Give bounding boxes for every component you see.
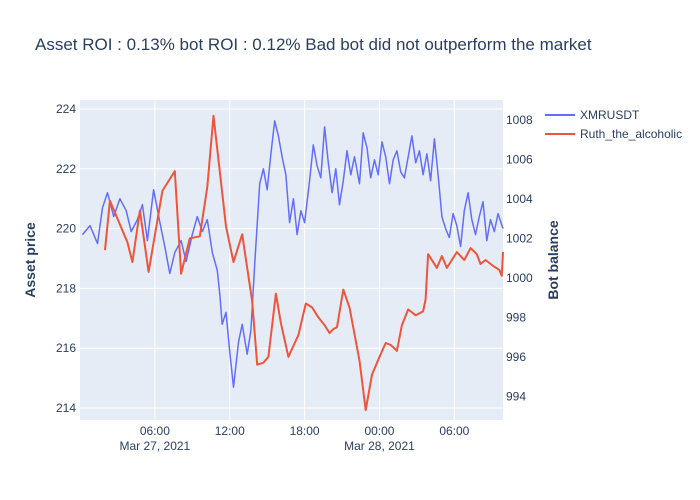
y-tick-label: 222 <box>56 162 76 176</box>
y2-axis-title: Bot balance <box>545 220 561 300</box>
y2-tick-label: 1000 <box>506 271 533 285</box>
y-axis-title: Asset price <box>22 222 38 298</box>
series-line-asset <box>81 120 504 388</box>
legend[interactable]: XMRUSDT Ruth_the_alcoholic <box>545 108 682 141</box>
y2-tick-label: 1008 <box>506 113 533 127</box>
legend-label: Ruth_the_alcoholic <box>580 127 682 141</box>
y2-tick-label: 998 <box>506 310 526 324</box>
y2-tick-label: 996 <box>506 350 526 364</box>
y-tick-label: 224 <box>56 102 76 116</box>
legend-label: XMRUSDT <box>580 108 640 122</box>
series-line-bot <box>104 114 504 412</box>
y-axis-left: 214 216 218 220 222 224 <box>56 102 76 415</box>
y2-tick-label: 1006 <box>506 152 533 166</box>
y2-tick-label: 994 <box>506 389 526 403</box>
x-tick-label: 06:00 <box>140 424 170 438</box>
x-tick-date-label: Mar 28, 2021 <box>344 439 415 453</box>
y-tick-label: 216 <box>56 341 76 355</box>
chart-title: Asset ROI : 0.13% bot ROI : 0.12% Bad bo… <box>35 35 592 54</box>
x-tick-label: 06:00 <box>439 424 469 438</box>
x-tick-date-label: Mar 27, 2021 <box>120 439 191 453</box>
y2-tick-label: 1004 <box>506 192 533 206</box>
y-axis-right: 994 996 998 1000 1002 1004 1006 1008 <box>506 113 533 404</box>
y-tick-label: 214 <box>56 401 76 415</box>
series-layer <box>81 114 504 412</box>
y2-tick-label: 1002 <box>506 231 533 245</box>
x-tick-label: 00:00 <box>364 424 394 438</box>
x-tick-label: 18:00 <box>290 424 320 438</box>
y-tick-label: 218 <box>56 281 76 295</box>
y-tick-label: 220 <box>56 222 76 236</box>
x-tick-label: 12:00 <box>215 424 245 438</box>
